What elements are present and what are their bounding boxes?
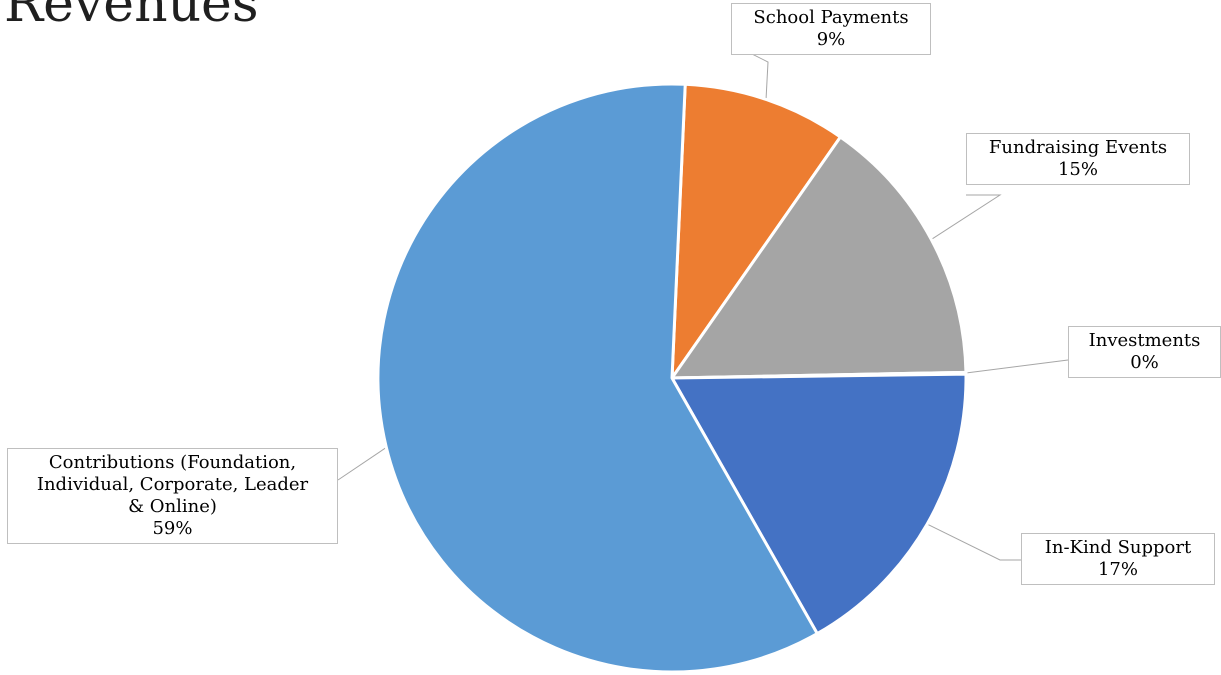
- leader-line-contributions: [337, 445, 389, 481]
- slice-percent: 9%: [816, 29, 846, 50]
- pie-slice-contributions: [376, 82, 819, 674]
- slice-percent: 17%: [1097, 559, 1138, 580]
- pie-slices: [376, 82, 968, 674]
- slice-name-line-3: & Online): [128, 496, 217, 517]
- pie-slice-school: [670, 82, 842, 380]
- slice-name-line-1: Contributions (Foundation,: [48, 452, 297, 473]
- slice-name-line-2: Individual, Corporate, Leader: [36, 474, 309, 495]
- slice-name: In-Kind Support: [1044, 537, 1192, 558]
- slice-percent: 15%: [1057, 159, 1098, 180]
- pie-slice-fundraising: [670, 135, 968, 380]
- label-in-kind-support: In-Kind Support 17%: [1021, 533, 1215, 585]
- slice-percent: 59%: [152, 518, 193, 539]
- label-contributions: Contributions (Foundation, Individual, C…: [7, 448, 338, 544]
- leader-line-fundraising: [929, 194, 1002, 241]
- pie-slice-in-kind: [670, 372, 968, 636]
- slice-name: Investments: [1088, 330, 1201, 351]
- label-investments: Investments 0%: [1068, 326, 1221, 378]
- label-fundraising-events: Fundraising Events 15%: [966, 133, 1190, 185]
- chart-title: Revenues: [4, 0, 259, 34]
- slice-percent: 0%: [1130, 352, 1159, 373]
- label-school-payments: School Payments 9%: [731, 3, 931, 55]
- leader-line-investments: [963, 359, 1069, 374]
- slice-name: School Payments: [753, 7, 909, 28]
- leader-line-inkind: [925, 522, 1021, 561]
- slice-name: Fundraising Events: [988, 137, 1168, 158]
